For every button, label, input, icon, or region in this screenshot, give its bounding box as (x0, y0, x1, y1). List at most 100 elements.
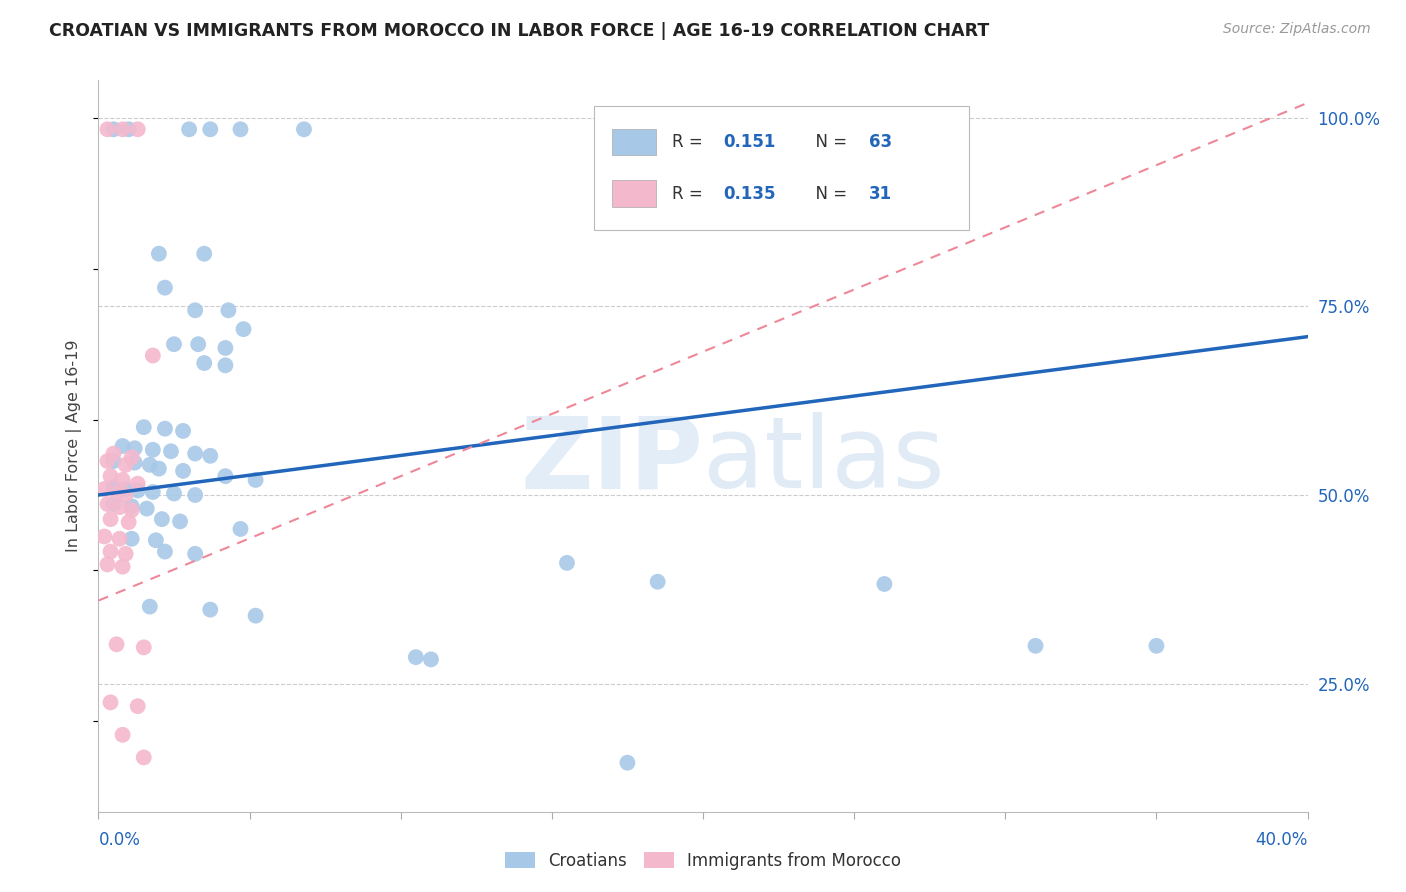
Point (405, 650, 427, 665)
Point (142, 349, 165, 363)
Point (103, 454, 125, 468)
Point (103, 446, 125, 460)
Point (292, 122, 315, 136)
Text: Source: ZipAtlas.com: Source: ZipAtlas.com (1223, 22, 1371, 37)
Point (118, 122, 141, 136)
Point (616, 756, 638, 770)
Point (96, 122, 118, 136)
Point (93, 482, 115, 496)
Point (111, 439, 134, 453)
Text: 0.0%: 0.0% (98, 830, 141, 848)
Point (135, 501, 157, 516)
Point (232, 322, 254, 336)
Point (150, 512, 173, 526)
Point (105, 485, 128, 500)
Point (108, 532, 131, 546)
Point (114, 458, 136, 472)
Point (100, 512, 122, 526)
Text: 63: 63 (869, 133, 891, 151)
Legend: Croatians, Immigrants from Morocco: Croatians, Immigrants from Morocco (498, 846, 908, 877)
Point (200, 122, 222, 136)
Point (121, 503, 143, 517)
Point (172, 464, 194, 478)
Point (105, 637, 128, 651)
Point (193, 356, 215, 370)
Point (229, 522, 252, 536)
Point (139, 458, 162, 472)
Point (420, 652, 443, 666)
Point (214, 341, 236, 355)
Point (127, 699, 149, 714)
Point (103, 122, 125, 136)
Point (163, 486, 186, 500)
Point (217, 303, 239, 318)
Point (1024, 639, 1046, 653)
Point (103, 480, 125, 494)
Point (193, 246, 215, 260)
Point (179, 122, 201, 136)
Point (142, 442, 165, 457)
Point (111, 473, 134, 487)
Text: atlas: atlas (703, 412, 945, 509)
Point (184, 488, 207, 502)
FancyBboxPatch shape (613, 128, 655, 155)
Point (245, 608, 267, 623)
Point (114, 547, 136, 561)
Text: N =: N = (804, 133, 852, 151)
Point (245, 473, 267, 487)
Point (127, 122, 149, 136)
Point (132, 750, 155, 764)
Text: N =: N = (804, 185, 852, 202)
Point (214, 469, 236, 483)
Point (111, 122, 134, 136)
Point (108, 500, 131, 514)
Text: 0.135: 0.135 (724, 185, 776, 202)
Text: R =: R = (672, 133, 707, 151)
Point (127, 483, 149, 498)
FancyBboxPatch shape (595, 106, 969, 230)
Point (121, 532, 143, 546)
Point (124, 442, 146, 456)
Point (111, 559, 134, 574)
Point (555, 556, 578, 570)
Point (229, 122, 252, 136)
Point (114, 488, 136, 502)
Point (127, 476, 149, 491)
Point (121, 450, 143, 465)
Point (96, 497, 118, 511)
Text: 0.151: 0.151 (724, 133, 776, 151)
Point (103, 497, 125, 511)
Point (100, 695, 122, 709)
Point (132, 640, 155, 655)
Point (142, 485, 165, 500)
Point (184, 547, 207, 561)
Point (169, 515, 191, 529)
Point (184, 446, 207, 460)
Y-axis label: In Labor Force | Age 16-19: In Labor Force | Age 16-19 (66, 340, 83, 552)
Point (160, 444, 183, 458)
Point (184, 303, 207, 318)
Point (163, 337, 186, 351)
Text: 31: 31 (869, 185, 891, 202)
Text: CROATIAN VS IMMIGRANTS FROM MOROCCO IN LABOR FORCE | AGE 16-19 CORRELATION CHART: CROATIAN VS IMMIGRANTS FROM MOROCCO IN L… (49, 22, 990, 40)
Point (200, 602, 222, 616)
Point (153, 280, 176, 294)
Point (187, 337, 209, 351)
Point (96, 454, 118, 468)
Point (124, 456, 146, 470)
Point (100, 544, 122, 558)
Point (93, 529, 115, 543)
Point (647, 574, 669, 589)
Point (111, 728, 134, 742)
Point (148, 461, 170, 475)
Point (873, 577, 896, 591)
Point (121, 500, 143, 514)
Point (132, 420, 155, 434)
Point (1144, 639, 1167, 653)
Point (148, 246, 170, 260)
Point (145, 533, 167, 548)
Text: ZIP: ZIP (520, 412, 703, 509)
Point (96, 558, 118, 572)
FancyBboxPatch shape (613, 180, 655, 207)
Point (153, 422, 176, 436)
